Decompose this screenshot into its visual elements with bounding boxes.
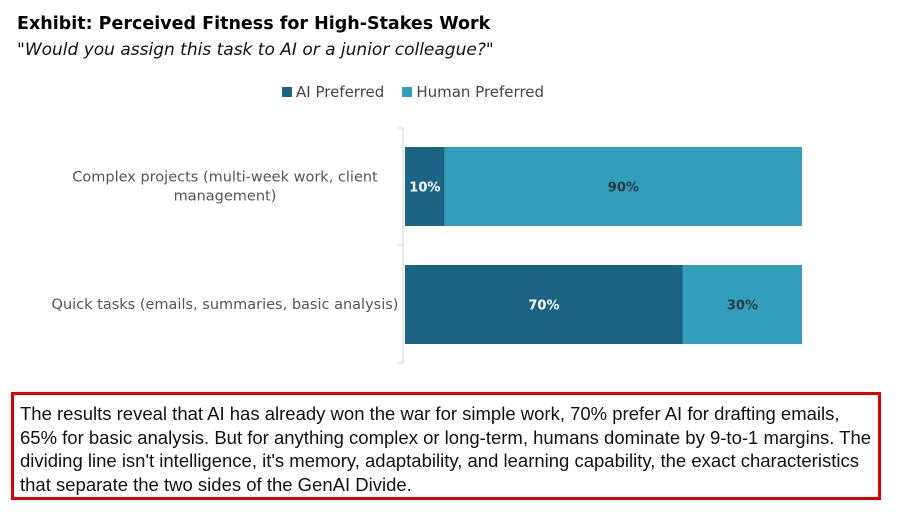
chart-title: Exhibit: Perceived Fitness for High-Stak…	[17, 14, 491, 34]
legend-swatch-human	[402, 87, 413, 97]
insight-callout-text: The results reveal that AI has already w…	[20, 403, 872, 495]
bar-segment	[405, 265, 683, 344]
insight-callout: The results reveal that AI has already w…	[11, 392, 881, 500]
bar-chart: Complex projects (multi-week work, clien…	[52, 127, 802, 364]
legend-label-ai: AI Preferred	[296, 83, 385, 101]
bar-segment	[444, 147, 802, 226]
category-label: Complex projects (multi-week work, clien…	[72, 170, 378, 205]
bar-segment	[682, 265, 802, 344]
bar-value-label: 70%	[528, 299, 559, 314]
legend-item-ai: AI Preferred	[282, 83, 384, 101]
legend-swatch-ai	[282, 87, 292, 97]
legend-label-human: Human Preferred	[416, 83, 545, 101]
bar-value-label: 30%	[727, 299, 758, 314]
chart-legend: AI Preferred Human Preferred	[282, 83, 562, 101]
legend-item-human: Human Preferred	[402, 83, 544, 101]
bar-value-label: 10%	[409, 181, 440, 196]
category-label: Quick tasks (emails, summaries, basic an…	[52, 297, 399, 313]
bar-segment	[405, 147, 445, 226]
bar-value-label: 90%	[608, 181, 639, 196]
chart-subtitle: "Would you assign this task to AI or a j…	[17, 40, 494, 60]
